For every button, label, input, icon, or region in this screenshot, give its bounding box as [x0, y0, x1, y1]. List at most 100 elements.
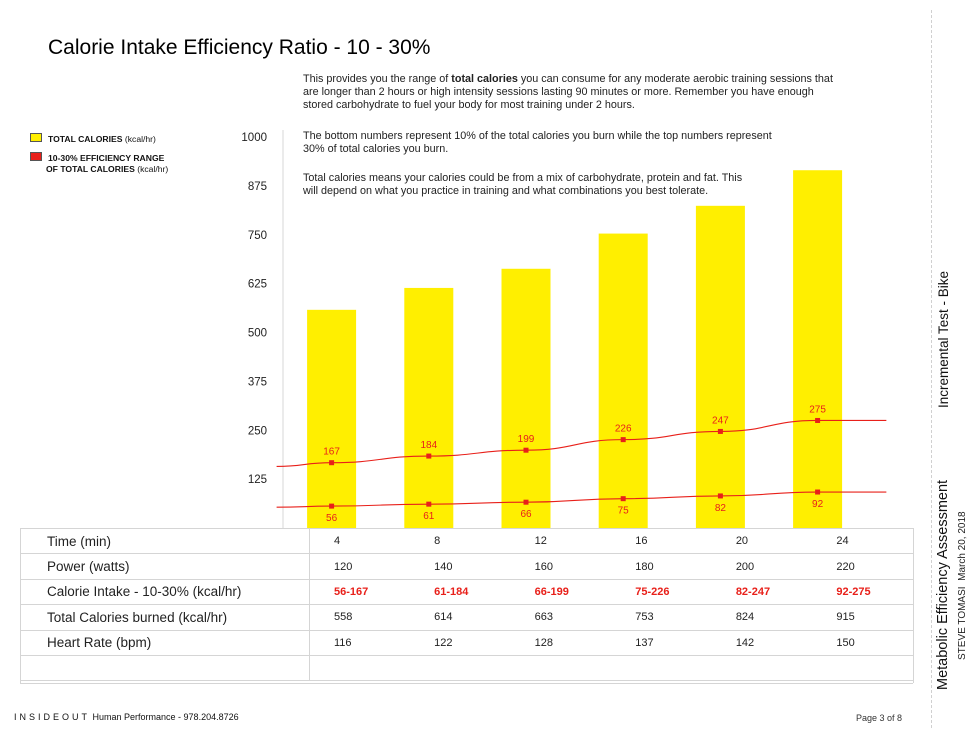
range-data-label: 82: [715, 503, 727, 514]
table-cell: 56-167: [309, 579, 411, 606]
bar-total-calories: [598, 233, 648, 528]
table-bottom-border: [20, 683, 913, 684]
legend-range-label: 10-30% EFFICIENCY RANGE: [48, 153, 165, 163]
range-point: [426, 501, 432, 507]
table-cell: 12: [510, 527, 612, 555]
range-data-label: 199: [518, 434, 535, 445]
intro-pre: This provides you the range of: [303, 73, 452, 85]
sidebar-date: March 20, 2018: [957, 511, 968, 581]
table-cell: 82-247: [711, 579, 813, 606]
range-data-label: 92: [812, 499, 824, 510]
legend-swatch-red: [30, 152, 42, 161]
range-point: [717, 493, 723, 499]
table-row: Power (watts) 120 140 160 180 200 220: [20, 553, 913, 580]
legend-efficiency-range: 10-30% EFFICIENCY RANGE OF TOTAL CALORIES…: [30, 152, 168, 175]
sidebar-athlete-name: STEVE TOMASI: [957, 586, 968, 660]
range-point: [329, 460, 335, 466]
table-cell: 61-184: [410, 579, 511, 606]
bar-total-calories: [501, 268, 551, 528]
range-point: [329, 503, 335, 509]
table-cell: 128: [510, 630, 612, 656]
note-percent: The bottom numbers represent 10% of the …: [303, 130, 772, 155]
range-line: [276, 491, 887, 508]
table-cell: 24: [812, 527, 913, 555]
table-row: Time (min) 4 8 12 16 20 24: [20, 527, 913, 555]
sidebar-report-title: Metabolic Efficiency Assessment: [935, 479, 951, 690]
table-cell: [812, 655, 913, 682]
table-cell: [510, 655, 612, 682]
range-point: [523, 499, 529, 505]
table-cell: [611, 655, 712, 682]
bar-total-calories: [695, 205, 745, 529]
page-number: Page 3 of 8: [856, 713, 903, 723]
range-point: [523, 447, 529, 453]
y-tick-label: 500: [248, 328, 267, 340]
sidebar-test-name: Incremental Test - Bike: [936, 270, 951, 408]
y-tick-label: 625: [248, 279, 267, 291]
table-cell: [309, 655, 411, 682]
data-table: Time (min) 4 8 12 16 20 24 Power (watts) 120 140 1…: [20, 527, 913, 682]
note-total-calories: Total calories means your calories could…: [303, 172, 743, 197]
range-data-label: 66: [520, 509, 532, 520]
table-cell: 150: [812, 630, 913, 656]
table-cell: 200: [711, 553, 813, 580]
intro-bold: total calories: [451, 73, 518, 85]
range-data-label: 226: [615, 424, 632, 435]
table-cell: 160: [510, 553, 612, 580]
legend-swatch-yellow: [30, 133, 42, 142]
range-point: [815, 489, 821, 495]
range-data-label: 56: [326, 513, 338, 524]
table-left-border: [20, 528, 21, 683]
table-cell: 75-226: [611, 579, 712, 606]
sidebar-athlete-date: STEVE TOMASI March 20, 2018: [957, 511, 968, 660]
table-cell: 614: [410, 604, 511, 631]
range-data-label: 247: [712, 415, 729, 426]
table-cell: 66-199: [510, 579, 612, 606]
side-divider: [931, 10, 932, 728]
table-cell: 824: [711, 604, 813, 631]
table-cell: 116: [309, 630, 411, 656]
table-row: Heart Rate (bpm) 116 122 128 137 142 150: [20, 630, 913, 656]
row-label: [20, 655, 310, 682]
legend-range-line2: OF TOTAL CALORIES: [46, 164, 135, 174]
y-tick-label: 750: [248, 230, 267, 242]
table-right-border: [913, 528, 914, 683]
table-cell: 122: [410, 630, 511, 656]
table-cell: 142: [711, 630, 813, 656]
y-axis: 125 250 375 500 625 750 875 1000: [241, 130, 284, 528]
table-cell: 8: [410, 527, 511, 555]
row-label: Power (watts): [20, 553, 310, 580]
legend-total-label: TOTAL CALORIES: [48, 134, 123, 144]
bar-total-calories: [404, 287, 454, 528]
y-tick-label: 1000: [241, 132, 267, 144]
table-cell: 4: [309, 527, 411, 555]
range-data-label: 275: [809, 404, 826, 415]
bars: [307, 170, 843, 529]
y-tick-label: 125: [248, 474, 267, 486]
table-cell: 180: [611, 553, 712, 580]
y-tick-label: 875: [248, 181, 267, 193]
row-label: Heart Rate (bpm): [20, 630, 310, 656]
row-label: Time (min): [20, 527, 310, 555]
page-title: Calorie Intake Efficiency Ratio - 10 - 3…: [48, 36, 431, 59]
table-cell: 20: [711, 527, 813, 555]
table-cell: 140: [410, 553, 511, 580]
table-cell: 137: [611, 630, 712, 656]
y-tick-label: 375: [248, 376, 267, 388]
table-row: [20, 655, 913, 682]
range-data-label: 184: [420, 440, 437, 451]
table-cell: 92-275: [812, 579, 913, 606]
range-point: [717, 428, 723, 434]
table-cell: [711, 655, 813, 682]
footer-brand: INSIDEOUT: [14, 712, 91, 722]
table-row: Total Calories burned (kcal/hr) 558 614 663…: [20, 604, 913, 631]
legend-range-unit: (kcal/hr): [137, 164, 169, 174]
row-label: Total Calories burned (kcal/hr): [20, 604, 310, 631]
range-lines: 167 184 199 226 247 275 56 61 66 75 82 92: [276, 404, 887, 524]
table-cell: 558: [309, 604, 411, 631]
table-cell: 16: [611, 527, 712, 555]
row-label: Calorie Intake - 10-30% (kcal/hr): [20, 579, 310, 606]
bar-total-calories: [793, 170, 843, 529]
table-cell: 663: [510, 604, 612, 631]
